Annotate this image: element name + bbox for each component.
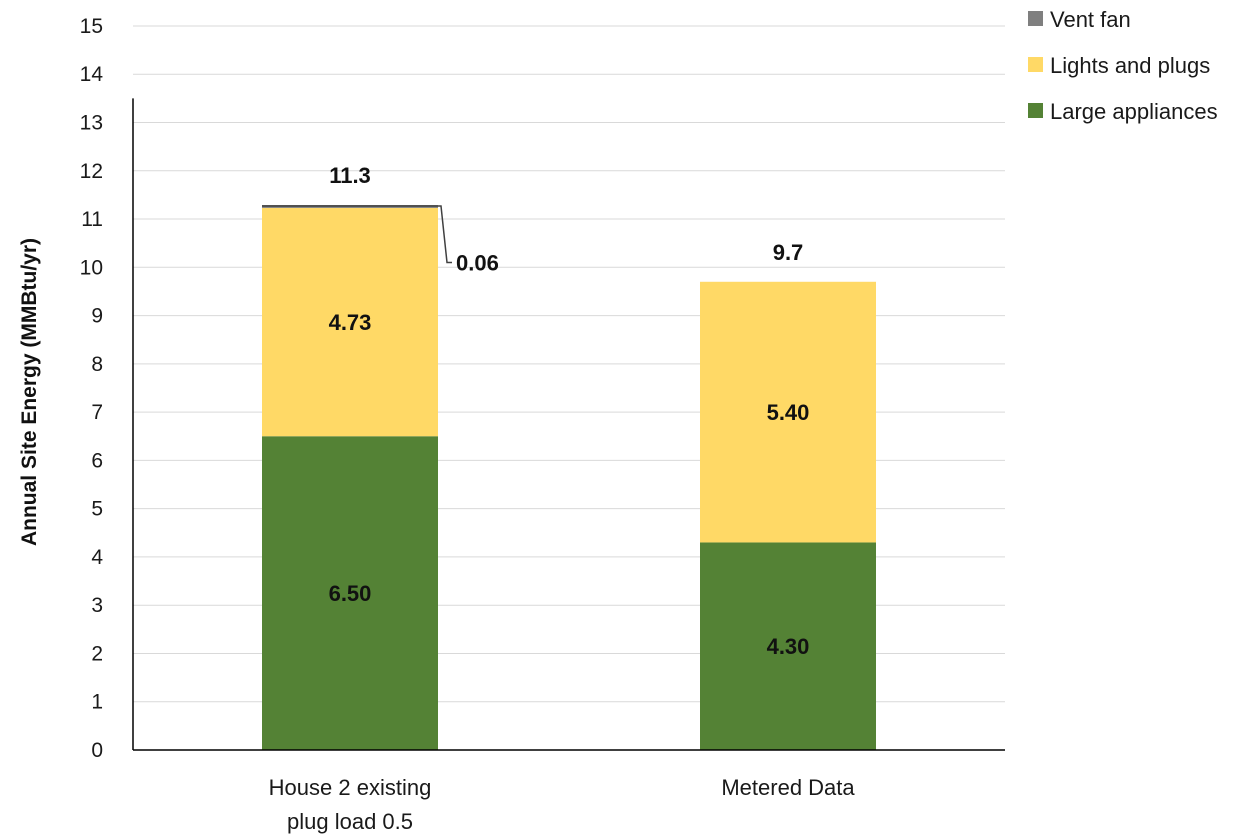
category-label: House 2 existing: [269, 775, 432, 800]
y-tick-label: 15: [80, 15, 103, 38]
legend-label: Large appliances: [1050, 99, 1218, 124]
y-tick-label: 12: [80, 160, 103, 183]
total-label: 9.7: [773, 240, 804, 265]
y-tick-label: 7: [91, 401, 103, 424]
data-label: 0.06: [456, 250, 499, 275]
y-tick-label: 10: [80, 256, 103, 279]
legend-label: Lights and plugs: [1050, 53, 1210, 78]
legend-swatch: [1028, 11, 1043, 26]
legend: Vent fan Lights and plugs Large appliances: [1028, 7, 1218, 124]
y-tick-label: 14: [80, 63, 104, 86]
y-tick-label: 11: [81, 208, 103, 231]
y-tick-label: 6: [91, 449, 103, 472]
y-tick-label: 3: [91, 594, 103, 617]
y-tick-label: 4: [91, 546, 103, 569]
y-tick-label: 13: [80, 111, 103, 134]
y-tick-label: 1: [91, 691, 103, 714]
bar-large-appliances: [700, 542, 876, 750]
data-labels: 6.50 4.73 0.06 11.3 4.30 5.40 9.7: [262, 163, 809, 659]
category-labels: House 2 existing plug load 0.5 Metered Dat…: [269, 775, 856, 834]
data-label: 4.30: [767, 634, 810, 659]
data-label: 5.40: [767, 400, 810, 425]
bar-large-appliances: [262, 436, 438, 750]
bar-lights-and-plugs: [700, 281, 876, 543]
data-label: 4.73: [329, 310, 372, 335]
legend-swatch: [1028, 57, 1043, 72]
y-tick-label: 8: [91, 353, 103, 376]
y-tick-label: 5: [91, 498, 103, 521]
category-label: plug load 0.5: [287, 809, 413, 834]
bar-lights-and-plugs: [262, 207, 438, 437]
y-tick-label: 9: [91, 305, 103, 328]
bars: [262, 205, 876, 750]
y-tick-label: 2: [91, 642, 103, 665]
data-label: 6.50: [329, 581, 372, 606]
y-tick-label: 0: [91, 739, 103, 762]
leader-line: [262, 205, 452, 264]
legend-label: Vent fan: [1050, 7, 1131, 32]
category-label: Metered Data: [721, 775, 855, 800]
y-axis-title: Annual Site Energy (MMBtu/yr): [18, 238, 41, 546]
total-label: 11.3: [329, 163, 371, 188]
legend-swatch: [1028, 103, 1043, 118]
